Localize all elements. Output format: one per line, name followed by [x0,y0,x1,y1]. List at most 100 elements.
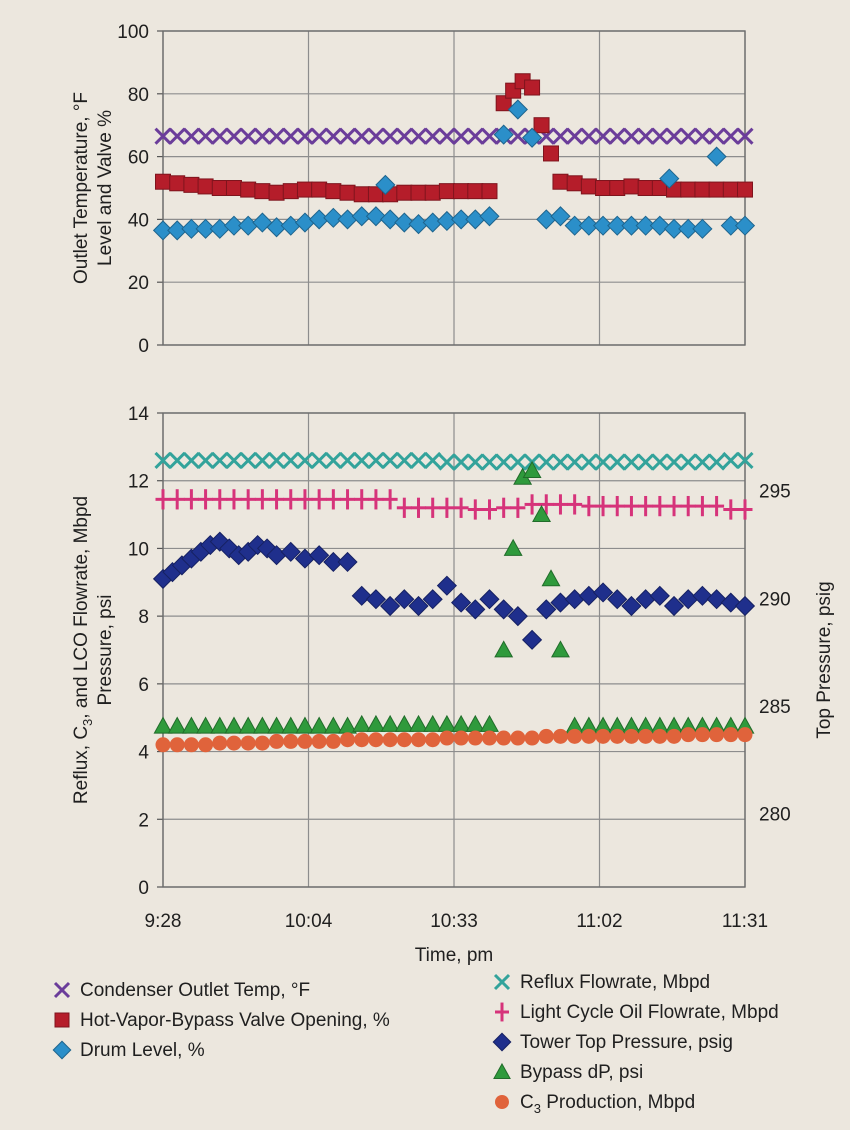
data-point [394,589,415,610]
data-point [183,176,200,193]
data-point [736,127,754,145]
data-point [567,494,583,515]
data-point [269,489,285,510]
data-point [709,495,725,517]
x-tick-label: 9:28 [145,911,182,932]
data-point [723,499,739,520]
data-point [181,716,201,734]
legend-label: Reflux Flowrate, Mbpd [520,972,710,993]
data-point [367,127,385,145]
data-point [367,451,385,469]
data-point [737,499,753,520]
x-tick-label: 10:33 [430,911,478,932]
data-point [564,589,585,610]
data-point [564,215,585,236]
data-point [352,714,372,732]
data-point [425,732,441,748]
legend-marker [53,981,71,999]
data-point [638,495,654,517]
data-point [481,730,497,746]
data-point [623,728,639,744]
data-point [507,606,528,627]
data-point [533,117,550,134]
data-point [340,732,356,748]
data-point [734,215,756,236]
data-point [722,181,739,198]
data-point [709,727,725,743]
data-point [592,215,614,236]
data-point [254,183,271,200]
data-point [693,127,711,145]
data-point [466,127,484,145]
data-point [311,733,327,749]
data-point [465,209,486,230]
data-point [580,453,598,471]
legend: Condenser Outlet Temp, °F Hot-Vapor-Bypas… [52,972,779,1116]
y-tick-label: 0 [138,878,149,899]
data-point [665,127,683,145]
data-point [607,589,628,610]
data-point [622,453,640,471]
series-condenser-outlet-temp-f [154,127,754,145]
data-point [541,569,561,587]
data-point [353,186,370,203]
data-point [212,735,228,751]
data-point [651,453,669,471]
data-point [652,495,668,517]
data-point [737,181,753,198]
data-point [210,716,230,734]
data-point [436,575,457,596]
data-point [609,495,625,517]
x-tick-label: 11:31 [722,911,768,932]
data-point [410,184,427,201]
data-point [578,585,599,606]
data-point [155,489,171,510]
data-point [580,178,597,195]
data-point [424,184,441,201]
data-point [651,127,669,145]
legend-marker [54,1012,70,1028]
data-point [296,181,313,198]
data-point [479,206,500,227]
data-point [211,127,229,145]
data-point [666,495,682,517]
data-point [552,728,568,744]
data-point [324,127,342,145]
data-point [481,183,498,200]
data-point [494,640,514,658]
data-point [325,733,341,749]
data-point [296,127,314,145]
y-tick-label: 2 [138,810,149,831]
data-point [509,453,527,471]
data-point [396,732,412,748]
data-point [692,218,713,239]
data-point [466,453,484,471]
data-point [323,716,343,734]
data-point [551,127,570,145]
legend-item-c3-production-mbpd: C3 Production, Mbpd [495,1092,695,1116]
legend-item-light-cycle-oil-flowrate-mbpd: Light Cycle Oil Flowrate, Mbpd [495,1002,779,1023]
y-tick-label: 80 [128,85,149,106]
data-point [521,629,543,650]
data-point [496,497,512,518]
data-point [240,735,256,751]
data-point [268,184,285,201]
bottom-chart: 0 2 4 6 8 10 12 14 Reflux, C3, and LCO Flowrate,… [71,404,835,966]
data-point [224,716,244,734]
data-point [368,489,384,510]
data-point [309,545,330,566]
data-point [152,220,174,241]
data-point [623,495,639,517]
data-point [395,451,413,469]
data-point [495,95,512,112]
data-point [480,453,499,471]
data-point [340,489,356,510]
y-axis-label: Reflux, C3, and LCO Flowrate, Mbpd [71,496,95,804]
data-point [736,451,754,469]
data-point [168,127,186,145]
data-point [197,178,214,195]
data-point [438,453,456,471]
legend-item-drum-level: Drum Level, % [52,1040,205,1061]
data-point [380,209,401,230]
y-tick-label: 100 [117,22,149,43]
